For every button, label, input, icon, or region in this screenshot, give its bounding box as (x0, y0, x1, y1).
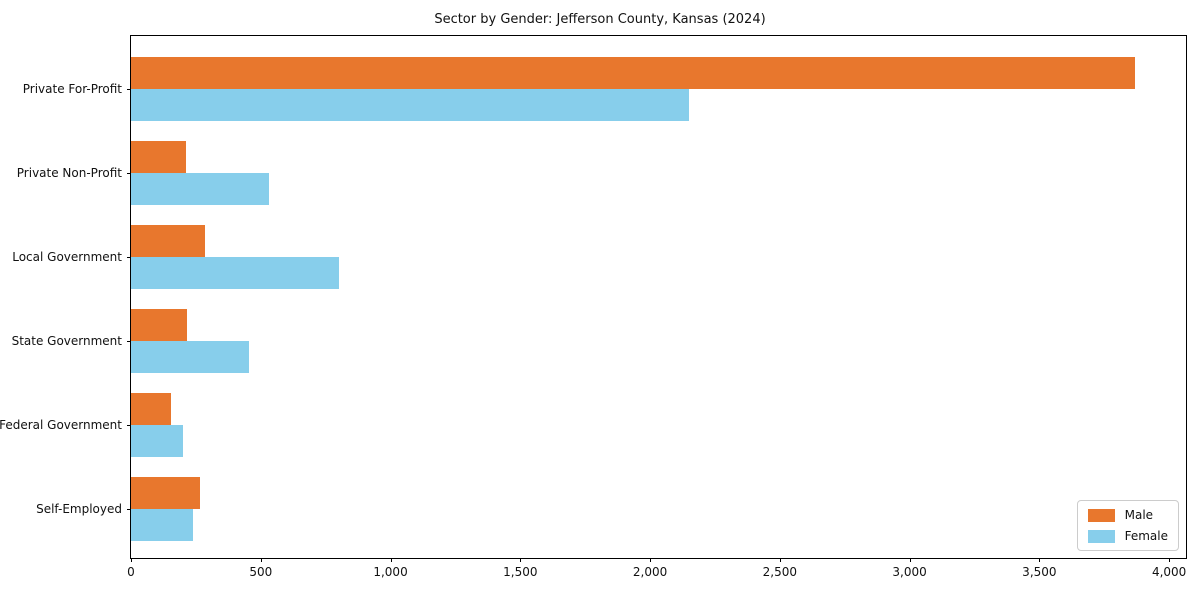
y-tick-label: Private Non-Profit (16, 166, 122, 180)
x-tick-mark (1169, 558, 1171, 562)
x-tick-mark (650, 558, 652, 562)
legend-swatch-female (1087, 529, 1115, 543)
x-tick-label: 2,500 (762, 565, 798, 579)
bar-male-state-government (131, 309, 187, 341)
x-tick-label: 3,500 (1022, 565, 1057, 579)
legend-label-female: Female (1124, 529, 1168, 543)
bar-male-local-government (131, 225, 205, 257)
x-tick-label: 4,000 (1151, 565, 1187, 579)
x-tick-label: 3,000 (892, 565, 927, 579)
bar-male-federal-government (131, 393, 172, 425)
bar-female-private-non-profit (131, 173, 269, 205)
y-tick-mark (127, 341, 131, 342)
y-tick-mark (127, 509, 131, 510)
x-tick-label: 1,500 (503, 565, 538, 579)
y-tick-label: Self-Employed (36, 502, 122, 516)
y-tick-mark (127, 425, 131, 426)
bar-male-private-for-profit (131, 57, 1136, 89)
x-tick-mark (390, 558, 392, 562)
plot-area: Male Female Private For-Profit Private Non… (0, 35, 1187, 579)
x-tick-mark (909, 558, 911, 562)
x-tick-mark (260, 558, 262, 562)
y-tick-mark (127, 89, 131, 90)
x-tick-label: 0 (127, 565, 135, 579)
y-tick-mark (127, 257, 131, 258)
y-tick-mark (127, 173, 131, 174)
bar-female-self-employed (131, 509, 194, 541)
bar-male-self-employed (131, 477, 200, 509)
x-tick-mark (1039, 558, 1041, 562)
bar-female-federal-government (131, 425, 183, 457)
y-tick-label: Private For-Profit (22, 82, 122, 96)
legend-item-male: Male (1087, 508, 1168, 522)
y-tick-label: Federal Government (0, 418, 122, 432)
x-tick-label: 2,000 (632, 565, 668, 579)
bar-female-local-government (131, 257, 339, 289)
legend-item-female: Female (1087, 529, 1168, 543)
bar-female-state-government (131, 341, 250, 373)
y-tick-label: State Government (11, 334, 122, 348)
x-tick-mark (131, 558, 132, 562)
y-tick-label: Local Government (12, 250, 122, 264)
x-tick-label: 1,000 (373, 565, 408, 579)
x-tick-mark (520, 558, 522, 562)
legend-swatch-male (1087, 508, 1115, 522)
legend: Male Female (1076, 500, 1179, 551)
legend-label-male: Male (1124, 508, 1154, 522)
chart-title: Sector by Gender: Jefferson County, Kans… (434, 12, 766, 27)
x-tick-label: 500 (249, 565, 273, 579)
x-tick-mark (779, 558, 781, 562)
bar-male-private-non-profit (131, 141, 186, 173)
bar-female-private-for-profit (131, 89, 689, 121)
